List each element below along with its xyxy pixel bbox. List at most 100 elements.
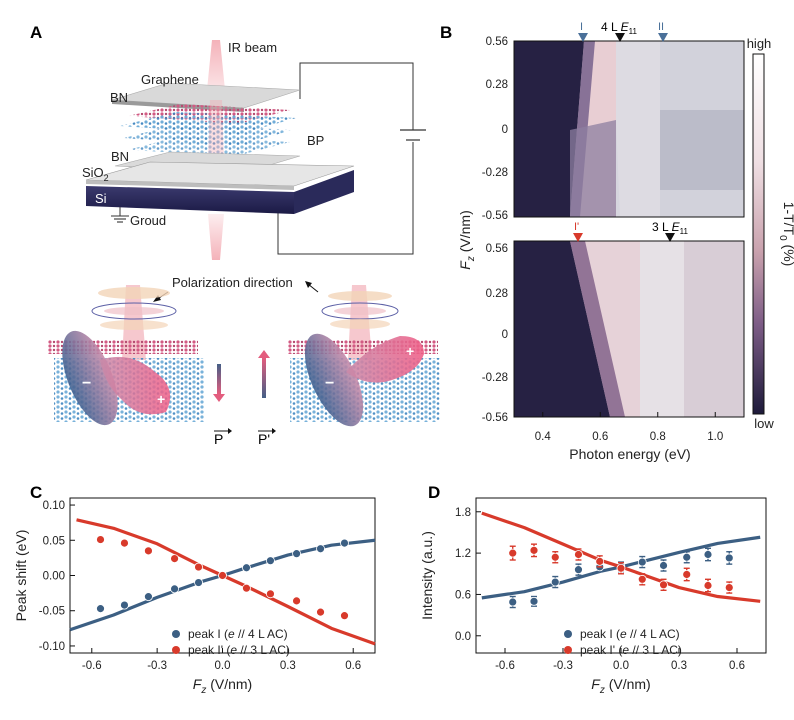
right-minus-sign: −: [325, 375, 334, 392]
graphene-label: Graphene: [141, 72, 199, 87]
colorbar-high: high: [747, 36, 772, 51]
left-dipole-positive: [100, 356, 171, 415]
data-point-peak-I: [703, 550, 713, 559]
y-tick-label: 1.2: [455, 548, 471, 560]
data-point-peak-I-prime: [682, 570, 692, 579]
data-point-peak-I: [242, 563, 251, 573]
data-point-peak-I: [292, 549, 301, 559]
data-point-peak-I-prime: [194, 562, 203, 572]
marker-4L-E11-label: 4 L E11: [601, 20, 637, 36]
right-pol-ellipse-mid: [334, 307, 386, 315]
b-ylabel: Fz (V/nm): [457, 210, 477, 269]
x-tick-label: 0.6: [729, 660, 745, 672]
b-top-ytick: 0.28: [486, 79, 508, 91]
x-tick-label: -0.6: [82, 660, 102, 672]
y-axis-label: Peak shift (eV): [13, 530, 29, 622]
data-point-peak-I: [316, 544, 325, 554]
x-tick-label: 0.0: [215, 660, 231, 672]
fit-line-peak-I-prime: [481, 511, 761, 603]
marker-peak-I-prime-label: I': [574, 221, 579, 233]
right-dipole-negative: [304, 333, 364, 427]
y-tick-label: 0.10: [43, 500, 65, 512]
b-xtick-label: 0.8: [650, 431, 666, 443]
x-tick-label: 0.3: [671, 660, 687, 672]
marker-3L-E11: [665, 233, 675, 242]
data-point-peak-I: [724, 553, 734, 563]
x-tick-label: -0.6: [495, 660, 515, 672]
heatmap-bottom-band: [640, 241, 684, 417]
fit-line-peak-I: [69, 538, 376, 632]
heatmap-top-blob: [570, 120, 620, 217]
x-tick-label: -0.3: [553, 660, 573, 672]
data-point-peak-I-prime: [703, 581, 713, 590]
sio2-label: SiO2: [82, 165, 109, 183]
left-pol-ellipse-bottom: [100, 320, 168, 330]
data-point-peak-I: [96, 604, 105, 614]
marker-peak-I: [578, 33, 588, 42]
x-axis-label: Fz (V/nm): [193, 676, 252, 696]
data-point-peak-I-prime: [550, 552, 560, 562]
b-bottom-ytick: 0: [502, 329, 508, 341]
heatmap-bottom-edge: [570, 241, 625, 417]
bp-layer-4: [128, 136, 290, 156]
data-point-peak-I-prime: [508, 548, 518, 558]
marker-peak-II-label: II: [658, 21, 664, 33]
y-tick-label: 0.0: [455, 631, 471, 643]
b-bottom-ytick: -0.56: [482, 412, 508, 424]
data-point-peak-I: [659, 561, 668, 570]
heatmap-top-dark: [514, 41, 584, 217]
b-xlabel: Photon energy (eV): [569, 446, 690, 462]
si-substrate-front: [86, 186, 294, 214]
y-tick-label: 1.8: [455, 507, 471, 519]
data-point-peak-I: [170, 584, 179, 594]
marker-3L-E11-label: 3 L E11: [652, 220, 688, 236]
panel-c-letter: C: [30, 483, 42, 502]
x-axis-label: Fz (V/nm): [591, 676, 650, 696]
marker-peak-I-label: I: [580, 21, 583, 33]
left-pol-ellipse-top: [98, 287, 170, 299]
panel-b-letter: B: [440, 23, 452, 42]
p-prime-vector-head: [272, 428, 276, 434]
circuit-wire-bottom: [277, 148, 414, 255]
b-top-yticks: 0.56 0.28 0 -0.28 -0.56: [482, 36, 508, 222]
heatmap-top-frame: [513, 40, 745, 218]
right-plus-sign: +: [406, 343, 414, 359]
data-point-peak-I-prime: [529, 545, 539, 555]
y-tick-label: -0.10: [39, 641, 65, 653]
ground-label: Groud: [130, 213, 166, 228]
colorbar-low: low: [754, 416, 774, 431]
si-label: Si: [95, 191, 107, 206]
b-x-ticks: 0.4 0.6 0.8 1.0: [535, 412, 723, 443]
panel-a-letter: A: [30, 23, 42, 42]
x-tick-label: -0.3: [147, 660, 167, 672]
data-point-peak-I: [682, 552, 692, 562]
polarization-arrowhead-right: [305, 281, 312, 288]
p-arrow-head: [213, 394, 225, 402]
marker-peak-II: [658, 33, 668, 42]
heatmap-bottom-right: [684, 241, 744, 417]
b-top-ytick: -0.28: [482, 167, 508, 179]
b-xtick-label: 0.4: [535, 431, 552, 443]
data-point-peak-I: [529, 596, 539, 606]
data-point-peak-I-prime: [316, 607, 325, 617]
data-point-peak-I: [120, 600, 129, 610]
heatmap-top: [513, 40, 745, 218]
p-label: P: [214, 431, 223, 447]
p-prime-arrow-shaft: [262, 358, 266, 398]
sio2-edge: [86, 180, 294, 190]
legend-marker: [172, 646, 180, 654]
left-dipole-negative: [62, 330, 118, 426]
b-top-ytick: 0: [502, 124, 508, 136]
data-point-peak-I: [550, 577, 560, 587]
b-xtick-label: 0.6: [592, 431, 608, 443]
data-point-peak-I-prime: [574, 550, 583, 559]
chart-intensity: -0.6 -0.3 0.0 0.3 0.6 0.0 0.6 1.2 1.8 Fz (V/nm) In…: [419, 497, 767, 696]
marker-4L-E11: [615, 33, 625, 42]
ir-beam-label: IR beam: [228, 40, 277, 55]
data-point-peak-I-prime: [266, 589, 275, 599]
data-point-peak-I-prime: [637, 574, 647, 584]
data-point-peak-I: [340, 538, 349, 548]
y-tick-label: -0.05: [39, 606, 65, 618]
panel-d-letter: D: [428, 483, 440, 502]
